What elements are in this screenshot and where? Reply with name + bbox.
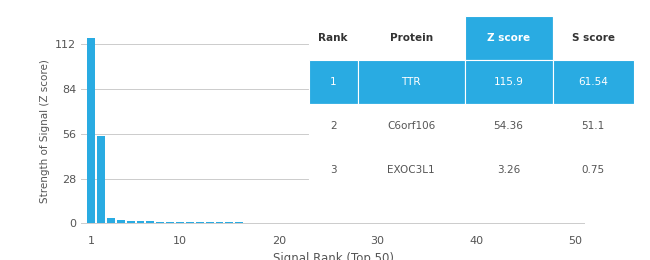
Bar	[156, 222, 164, 223]
Text: Rank: Rank	[318, 33, 348, 43]
Bar	[136, 221, 144, 223]
Text: 54.36: 54.36	[494, 121, 523, 131]
Bar	[87, 38, 95, 223]
X-axis label: Signal Rank (Top 50): Signal Rank (Top 50)	[272, 252, 394, 260]
Text: EXOC3L1: EXOC3L1	[387, 165, 435, 175]
Bar	[552, 60, 634, 104]
Bar	[196, 222, 203, 223]
Bar	[205, 222, 214, 223]
Text: 0.75: 0.75	[582, 165, 604, 175]
Bar	[465, 16, 552, 60]
Bar	[465, 60, 552, 104]
Bar	[358, 104, 465, 148]
Bar	[309, 60, 358, 104]
Text: 51.1: 51.1	[582, 121, 604, 131]
Bar	[176, 222, 184, 223]
Text: C6orf106: C6orf106	[387, 121, 436, 131]
Bar	[552, 104, 634, 148]
Text: S score: S score	[571, 33, 615, 43]
Text: 1: 1	[330, 77, 337, 87]
Bar	[117, 220, 125, 223]
Bar	[216, 222, 224, 223]
Bar	[127, 220, 135, 223]
Bar	[358, 16, 465, 60]
Bar	[107, 218, 115, 223]
Bar	[97, 136, 105, 223]
Text: TTR: TTR	[402, 77, 421, 87]
Bar	[166, 222, 174, 223]
Bar	[309, 148, 358, 192]
Text: 115.9: 115.9	[494, 77, 523, 87]
Text: Z score: Z score	[487, 33, 530, 43]
Text: Protein: Protein	[389, 33, 433, 43]
Bar	[465, 104, 552, 148]
Bar	[309, 104, 358, 148]
Text: 61.54: 61.54	[578, 77, 608, 87]
Bar	[146, 221, 154, 223]
Bar	[226, 222, 233, 223]
Text: 3.26: 3.26	[497, 165, 520, 175]
Bar	[465, 148, 552, 192]
Bar	[552, 148, 634, 192]
Bar	[186, 222, 194, 223]
Text: 3: 3	[330, 165, 337, 175]
Text: 2: 2	[330, 121, 337, 131]
Bar	[358, 60, 465, 104]
Bar	[358, 148, 465, 192]
Y-axis label: Strength of Signal (Z score): Strength of Signal (Z score)	[40, 59, 49, 203]
Bar	[552, 16, 634, 60]
Bar	[309, 16, 358, 60]
